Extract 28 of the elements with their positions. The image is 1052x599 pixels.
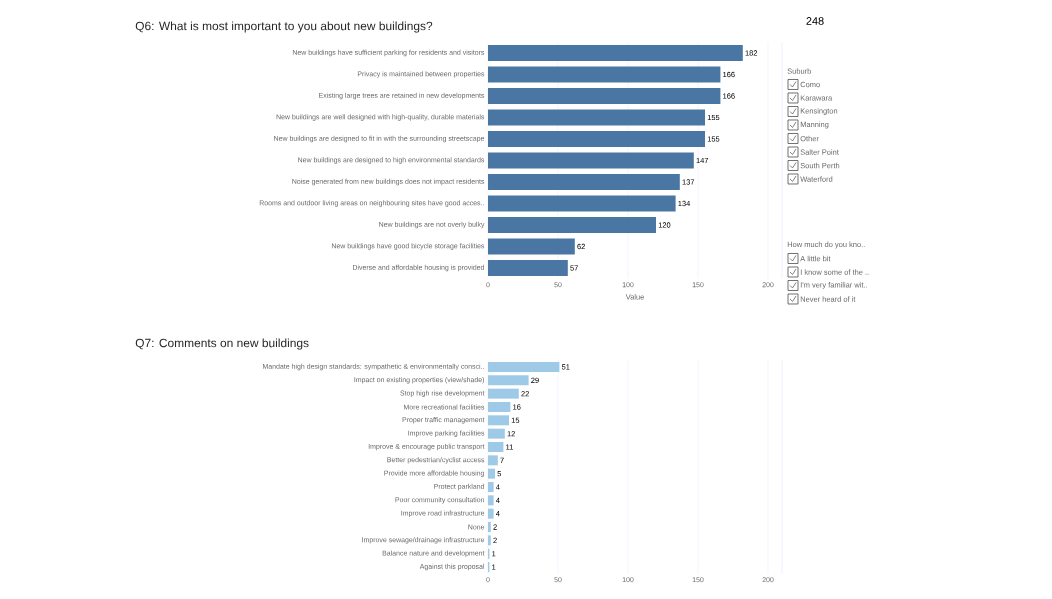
bar — [488, 66, 721, 83]
bar — [488, 441, 504, 452]
text: Q6: What is most important to you about new buildings? — [135, 21, 433, 33]
bar — [488, 401, 511, 412]
text: Q7: Comments on new buildings — [135, 338, 309, 350]
bar — [488, 216, 656, 234]
bar — [488, 152, 694, 169]
bar — [488, 428, 505, 439]
bar — [488, 468, 495, 479]
bar — [488, 415, 509, 426]
bar — [488, 375, 529, 386]
bar — [488, 195, 676, 212]
bar — [488, 238, 575, 255]
bar — [488, 109, 705, 126]
bar — [488, 87, 721, 105]
bar — [488, 44, 743, 62]
text: 248 — [806, 17, 824, 25]
bar — [488, 495, 494, 506]
bar — [488, 482, 494, 493]
bar — [488, 535, 491, 546]
bar — [488, 361, 560, 372]
bar — [488, 508, 494, 519]
bar — [488, 388, 519, 399]
bar — [488, 522, 491, 533]
bar — [488, 173, 680, 191]
bar — [488, 455, 498, 466]
bar — [488, 259, 568, 277]
bar — [488, 130, 705, 148]
